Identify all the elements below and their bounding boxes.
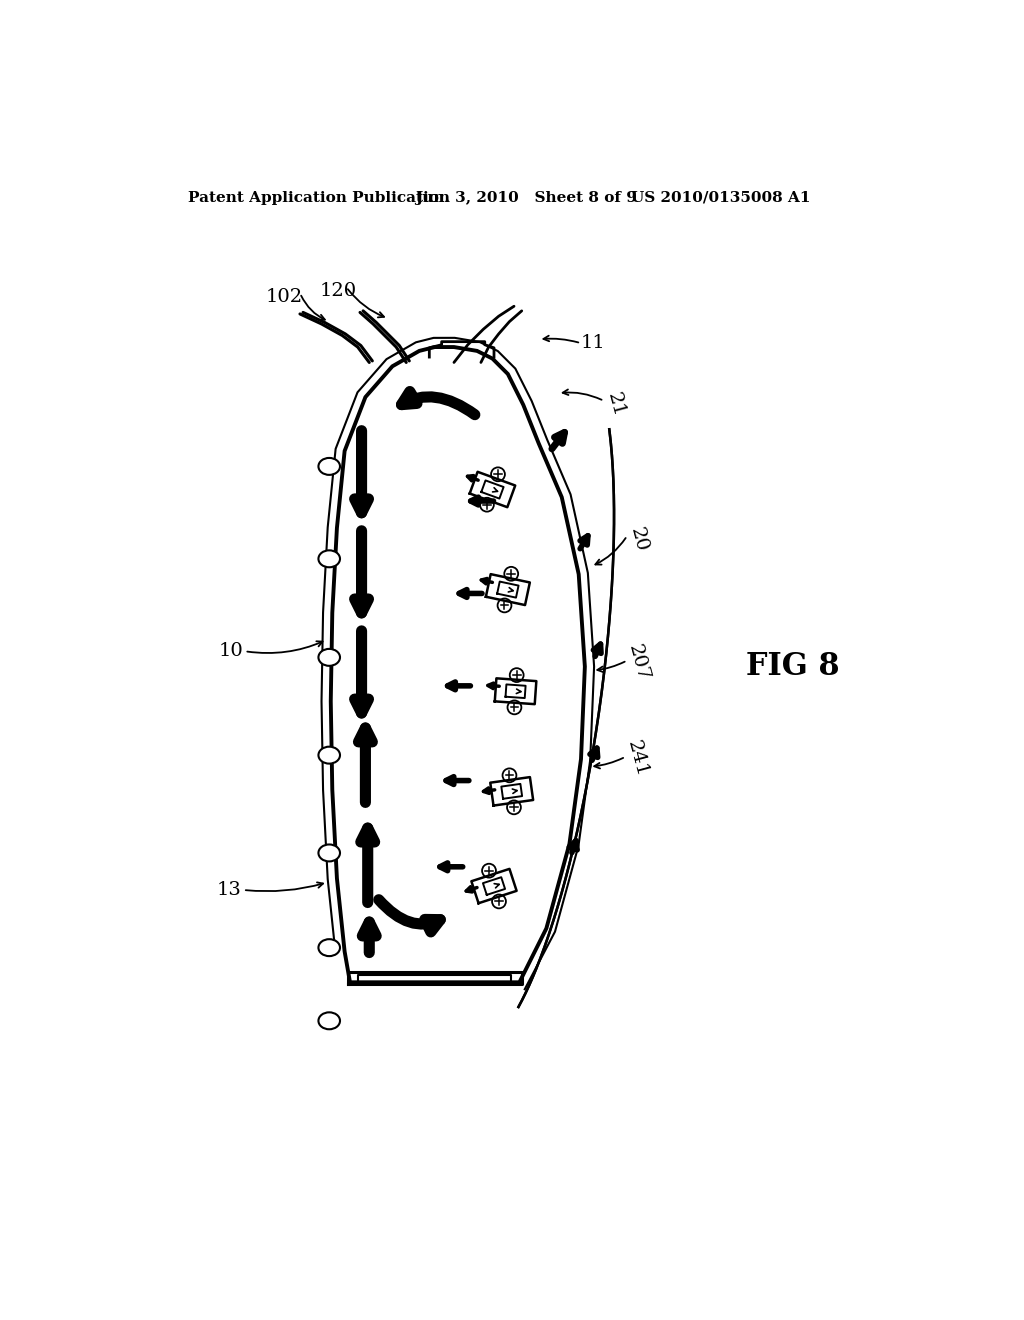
Text: 21: 21 — [604, 391, 628, 418]
Ellipse shape — [318, 1012, 340, 1030]
Text: 11: 11 — [581, 334, 605, 352]
Text: FIG 8: FIG 8 — [745, 651, 840, 682]
Text: 10: 10 — [218, 643, 243, 660]
Ellipse shape — [318, 747, 340, 763]
Text: 20: 20 — [627, 525, 650, 554]
Polygon shape — [331, 347, 585, 982]
Text: 120: 120 — [319, 282, 357, 300]
Text: Patent Application Publication: Patent Application Publication — [188, 191, 451, 205]
Ellipse shape — [318, 940, 340, 956]
Text: 13: 13 — [217, 880, 242, 899]
Ellipse shape — [318, 550, 340, 568]
Ellipse shape — [318, 845, 340, 862]
Ellipse shape — [318, 649, 340, 665]
Ellipse shape — [318, 458, 340, 475]
Text: 207: 207 — [626, 643, 652, 682]
Text: Jun. 3, 2010   Sheet 8 of 9: Jun. 3, 2010 Sheet 8 of 9 — [416, 191, 637, 205]
Text: 102: 102 — [266, 288, 303, 306]
Text: 241: 241 — [624, 739, 650, 779]
Text: US 2010/0135008 A1: US 2010/0135008 A1 — [631, 191, 811, 205]
